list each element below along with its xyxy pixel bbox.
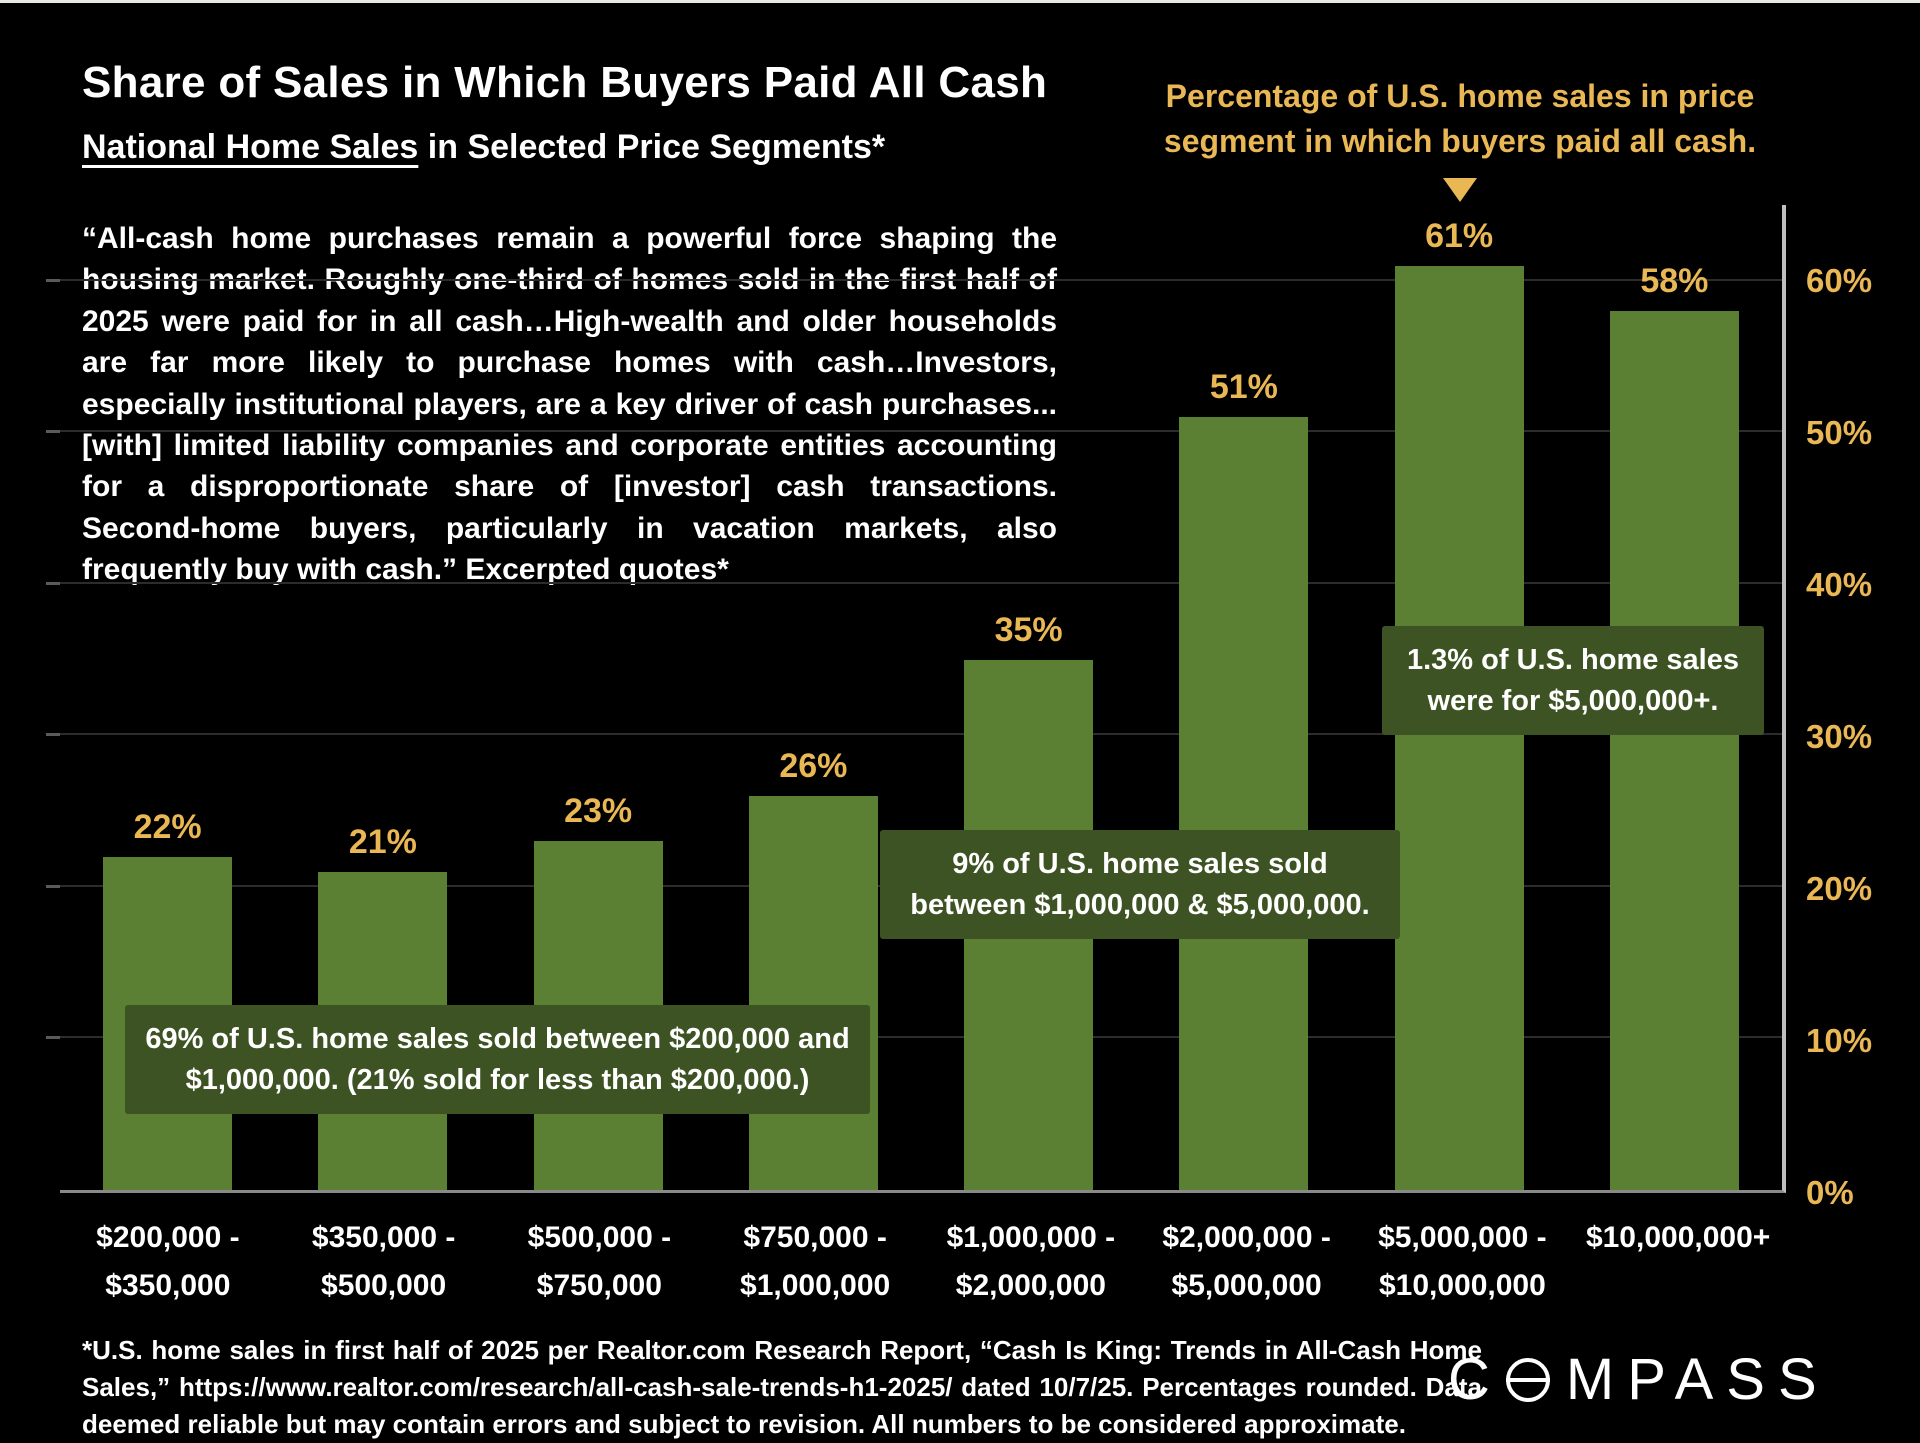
bar-value-label: 51% [1209, 368, 1278, 407]
y-axis-label: 40% [1806, 566, 1873, 603]
callout-1m-to-5m-text: 9% of U.S. home sales sold between $1,00… [910, 848, 1370, 921]
bar-column: 26% [706, 205, 921, 1190]
bar-value-label: 21% [348, 822, 417, 861]
y-axis-label: 20% [1806, 870, 1873, 907]
top-border-line [0, 0, 1920, 3]
y-axis-label: 30% [1806, 718, 1873, 755]
compass-o-icon [1503, 1355, 1553, 1405]
quote-paragraph: “All-cash home purchases remain a powerf… [82, 222, 1057, 587]
chart-annotation-line2: segment in which buyers paid all cash. [1163, 122, 1757, 159]
gridline [60, 430, 1782, 433]
gridline [60, 1036, 1782, 1039]
down-triangle-icon [1443, 177, 1477, 202]
bar-column: 51% [1136, 205, 1351, 1190]
subtitle-underlined-text: National Home Sales [82, 128, 419, 166]
compass-logo-c: C [1448, 1347, 1503, 1412]
category-axis: $200,000 - $350,000 $350,000 - $500,000 $500… [60, 1214, 1786, 1310]
compass-logo-rest: MPASS [1565, 1347, 1830, 1412]
bar-value-label: 22% [133, 807, 202, 846]
callout-over-5m-text: 1.3% of U.S. home sales were for $5,000,… [1406, 644, 1739, 717]
category-label: $2,000,000 - $5,000,000 [1162, 1221, 1331, 1302]
category-label: $350,000 - $500,000 [311, 1221, 456, 1302]
y-axis-tick [46, 733, 60, 737]
page-title: Share of Sales in Which Buyers Paid All … [82, 58, 1048, 107]
category-label: $500,000 - $750,000 [527, 1221, 672, 1302]
category-label: $1,000,000 - $2,000,000 [946, 1221, 1116, 1302]
callout-under-1m: 69% of U.S. home sales sold between $200… [125, 1005, 870, 1115]
gridline [60, 733, 1782, 736]
bar-column: 35% [921, 205, 1136, 1190]
page-subtitle: National Home Sales in Selected Price Se… [82, 128, 885, 167]
bar-value-label: 61% [1425, 216, 1494, 255]
y-axis-tick [46, 581, 60, 585]
compass-logo: C MPASS [1448, 1346, 1830, 1413]
bar-column: 58% [1567, 205, 1782, 1190]
bar-value-label: 35% [994, 610, 1063, 649]
bar [1609, 311, 1739, 1190]
chart-annotation-line1: Percentage of U.S. home sales in price [1165, 78, 1755, 114]
callout-1m-to-5m: 9% of U.S. home sales sold between $1,00… [880, 830, 1400, 940]
callout-under-1m-text: 69% of U.S. home sales sold between $200… [145, 1023, 850, 1096]
bar [748, 796, 878, 1190]
subtitle-rest-text: in Selected Price Segments* [418, 128, 886, 166]
y-axis-tick [46, 1036, 60, 1040]
category-label: $5,000,000 - $10,000,000 [1378, 1221, 1547, 1302]
y-axis-label: 10% [1806, 1022, 1873, 1059]
y-axis-tick [46, 278, 60, 282]
category-label: $750,000 - $1,000,000 [740, 1221, 891, 1302]
callout-over-5m: 1.3% of U.S. home sales were for $5,000,… [1382, 626, 1764, 736]
y-axis-tick [46, 884, 60, 888]
chart-annotation: Percentage of U.S. home sales in price s… [1130, 74, 1790, 202]
category-label: $200,000 - $350,000 [96, 1221, 240, 1302]
category-label: $10,000,000+ [1585, 1221, 1771, 1254]
y-axis-label: 50% [1806, 414, 1873, 451]
y-axis-label: 60% [1806, 262, 1873, 299]
gridline [60, 581, 1782, 584]
bar [1179, 417, 1309, 1190]
bar-value-label: 26% [779, 747, 848, 785]
y-axis-label: 0% [1806, 1174, 1854, 1211]
bar-value-label: 58% [1640, 262, 1709, 301]
y-axis-tick [46, 430, 60, 434]
source-disclaimer: *U.S. home sales in first half of 2025 p… [82, 1335, 1482, 1439]
bar-value-label: 23% [564, 792, 633, 831]
gridline [60, 278, 1782, 281]
